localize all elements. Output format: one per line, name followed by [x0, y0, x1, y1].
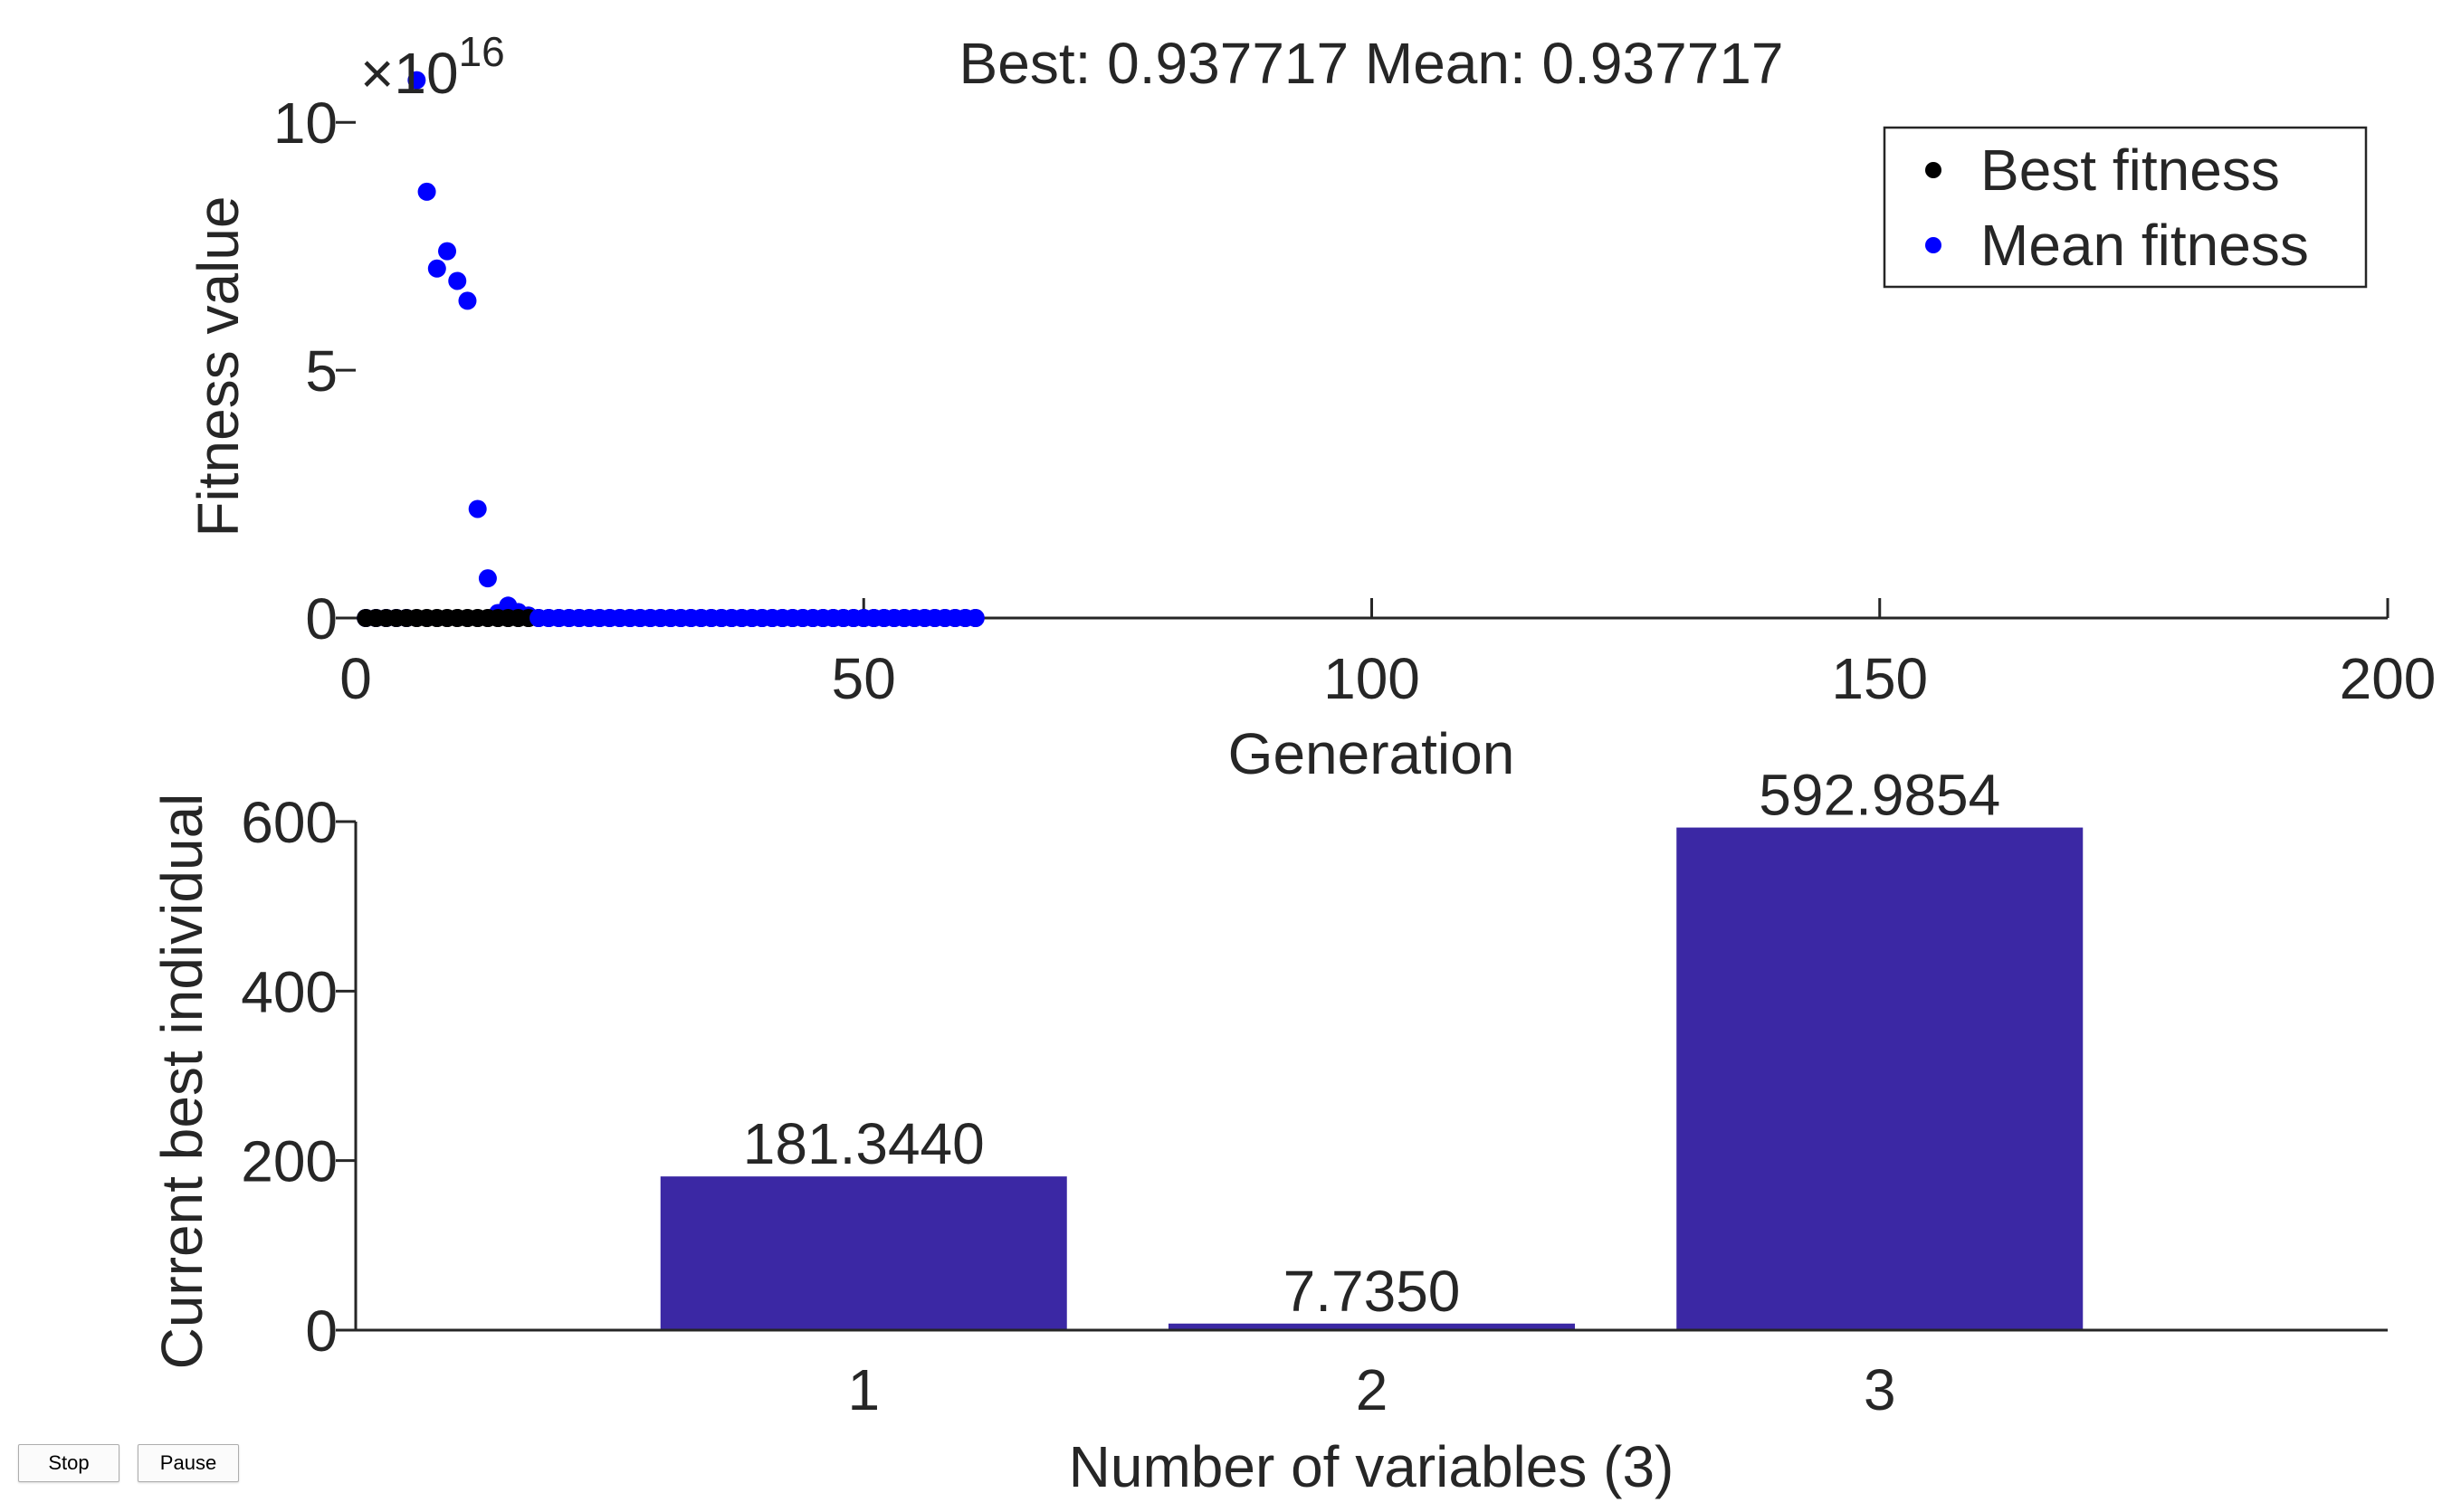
legend-label-best: Best fitness: [1980, 138, 2280, 203]
stop-button[interactable]: Stop: [18, 1444, 119, 1482]
bars: [660, 827, 2084, 1330]
fitness-y-tick-label: 5: [305, 338, 338, 404]
fitness-plot-title: Best: 0.937717 Mean: 0.937717: [959, 31, 1784, 96]
mean-fitness-point: [478, 569, 497, 588]
fitness-x-tick-label: 150: [1831, 646, 1928, 711]
series-mean-fitness-overlay: [529, 609, 985, 627]
fitness-x-tick-label: 100: [1323, 646, 1420, 711]
bar-2: [1168, 1323, 1575, 1330]
mean-fitness-point: [458, 291, 477, 310]
bar-value-label: 592.9854: [1759, 763, 2000, 828]
bar-x-tick-label: 2: [1356, 1357, 1388, 1422]
mean-fitness-point: [448, 271, 467, 290]
fitness-legend: Best fitness Mean fitness: [1883, 126, 2368, 289]
fitness-x-ticks: 0 50 100 150 200: [339, 598, 2436, 711]
legend-marker-mean: [1925, 237, 1941, 253]
fitness-x-tick-label: 50: [832, 646, 896, 711]
legend-box: [1883, 126, 2368, 289]
mean-fitness-point: [966, 609, 985, 627]
mean-fitness-point: [468, 499, 487, 518]
mean-fitness-point: [438, 242, 457, 261]
bar-1: [660, 1176, 1067, 1330]
legend-marker-best: [1925, 162, 1941, 178]
fitness-y-tick-label: 0: [305, 586, 338, 651]
bar-y-tick-label: 200: [241, 1129, 338, 1194]
fitness-exponent-label: ×1016: [360, 28, 505, 106]
fitness-y-tick-label: 10: [273, 90, 338, 156]
exponent-power: 16: [459, 28, 505, 75]
fitness-plot: 0 50 100 150 200 0 5 10 Best: 0.937717 Mean: 0…: [186, 28, 2436, 786]
bar-value-labels: 181.3440 7.7350 592.9854: [743, 763, 2000, 1324]
best-individual-plot: 0 200 400 600 1 2 3 181.3440 7.7350 592.9854 Nu…: [149, 763, 2388, 1499]
bar-value-label: 181.3440: [743, 1111, 985, 1176]
mean-fitness-point: [407, 71, 426, 90]
mean-fitness-point: [427, 259, 446, 278]
fitness-points: [357, 71, 985, 627]
fitness-x-label: Generation: [1228, 721, 1515, 786]
fitness-y-ticks: 0 5 10: [273, 90, 356, 651]
legend-label-mean: Mean fitness: [1980, 213, 2309, 278]
bar-y-tick-label: 400: [241, 959, 338, 1024]
exponent-base: ×10: [360, 41, 459, 106]
bar-3: [1676, 827, 2084, 1330]
mean-fitness-point: [417, 182, 436, 201]
bar-y-label: Current best individual: [149, 794, 215, 1370]
fitness-y-label: Fitness value: [186, 195, 251, 537]
bar-x-tick-label: 3: [1864, 1357, 1896, 1422]
fitness-x-tick-label: 0: [339, 646, 372, 711]
bar-value-label: 7.7350: [1283, 1259, 1461, 1324]
bar-x-tick-label: 1: [847, 1357, 880, 1422]
bar-y-tick-label: 0: [305, 1298, 338, 1364]
bar-x-label: Number of variables (3): [1069, 1434, 1674, 1499]
pause-button[interactable]: Pause: [138, 1444, 239, 1482]
series-best-fitness-overlay: [357, 609, 538, 627]
fitness-x-tick-label: 200: [2340, 646, 2437, 711]
bar-y-ticks: 0 200 400 600: [241, 790, 358, 1364]
bar-y-tick-label: 600: [241, 790, 338, 855]
series-mean-fitness: [357, 71, 985, 627]
bar-x-ticks: 1 2 3: [847, 1357, 1895, 1422]
